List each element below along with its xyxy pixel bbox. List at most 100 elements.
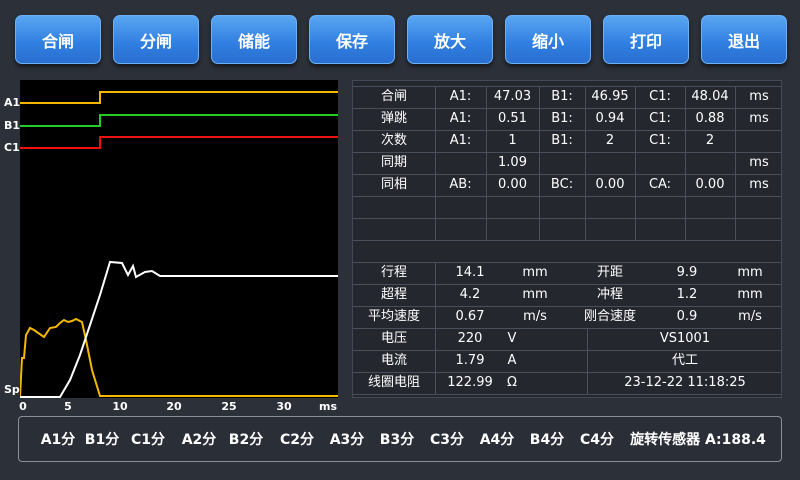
table-cell bbox=[635, 152, 685, 174]
electrical-cell: 23-12-22 11:18:25 bbox=[624, 375, 746, 390]
row-divider bbox=[353, 218, 781, 219]
table-cell: 1.09 bbox=[498, 155, 527, 170]
x-tick-label: 5 bbox=[64, 400, 72, 413]
x-tick-label: 25 bbox=[221, 400, 237, 413]
row-divider bbox=[353, 86, 781, 87]
charge-button[interactable]: 储能 bbox=[211, 15, 297, 64]
channel-c1-open[interactable]: C1分 bbox=[130, 432, 166, 448]
row-divider bbox=[353, 108, 781, 109]
channel-c2-open[interactable]: C2分 bbox=[279, 432, 315, 448]
label-sp: Sp bbox=[4, 383, 20, 396]
param-cell: m/s bbox=[738, 309, 762, 324]
rotary-sensor-readout: 旋转传感器 A:188.4 bbox=[630, 432, 766, 448]
x-tick-label: 0 bbox=[19, 400, 27, 413]
col-divider bbox=[735, 86, 736, 240]
open-button[interactable]: 分闸 bbox=[113, 15, 199, 64]
param-cell: 超程 bbox=[380, 287, 407, 302]
row-divider bbox=[353, 328, 781, 329]
channel-a4-open[interactable]: A4分 bbox=[479, 432, 515, 448]
table-cell bbox=[735, 130, 783, 152]
exit-button[interactable]: 退出 bbox=[701, 15, 787, 64]
param-cell: mm bbox=[737, 265, 763, 280]
channel-b2-open[interactable]: B2分 bbox=[228, 432, 264, 448]
table-cell: 47.03 bbox=[493, 89, 532, 104]
print-button[interactable]: 打印 bbox=[603, 15, 689, 64]
row-divider bbox=[353, 196, 781, 197]
x-tick-label: ms bbox=[318, 400, 338, 413]
col-divider bbox=[435, 262, 436, 394]
waveform-svg bbox=[19, 91, 338, 398]
electrical-cell: 1.79 bbox=[455, 353, 485, 368]
row-divider bbox=[353, 240, 781, 241]
channel-a3-open[interactable]: A3分 bbox=[329, 432, 365, 448]
param-cell: 1.2 bbox=[676, 287, 698, 302]
channel-c3-open[interactable]: C3分 bbox=[429, 432, 465, 448]
table-cell: A1: bbox=[449, 133, 472, 148]
channel-a2-open[interactable]: A2分 bbox=[181, 432, 217, 448]
table-cell: B1: bbox=[551, 133, 573, 148]
trace-b1 bbox=[20, 114, 338, 127]
param-cell: m/s bbox=[523, 309, 547, 324]
channel-b1-open[interactable]: B1分 bbox=[84, 432, 120, 448]
channel-bar: A1分 B1分 C1分 A2分 B2分 C2分 A3分 B3分 C3分 A4分 B4分 C4分 旋转传感… bbox=[18, 416, 782, 462]
zoom-out-button[interactable]: 缩小 bbox=[505, 15, 591, 64]
row-divider bbox=[353, 372, 781, 373]
col-divider bbox=[587, 328, 588, 394]
col-divider bbox=[539, 86, 540, 240]
param-cell: 0.67 bbox=[455, 309, 485, 324]
electrical-cell: 220 bbox=[457, 331, 483, 346]
table-cell: 0.94 bbox=[595, 111, 625, 126]
table-cell: BC: bbox=[550, 177, 574, 192]
table-cell: ms bbox=[749, 89, 769, 104]
param-cell: 0.9 bbox=[676, 309, 698, 324]
x-tick-label: 10 bbox=[112, 400, 128, 413]
col-divider bbox=[435, 86, 436, 240]
table-cell: C1: bbox=[649, 111, 671, 126]
table-cell: AB: bbox=[449, 177, 472, 192]
param-cell: mm bbox=[522, 265, 548, 280]
table-cell: 合闸 bbox=[380, 89, 407, 104]
param-cell: mm bbox=[522, 287, 548, 302]
param-cell: 平均速度 bbox=[367, 309, 420, 324]
close-button[interactable]: 合闸 bbox=[15, 15, 101, 64]
label-b1: B1 bbox=[4, 119, 21, 132]
waveform-plot bbox=[19, 80, 338, 398]
row-divider bbox=[353, 306, 781, 307]
channel-b3-open[interactable]: B3分 bbox=[379, 432, 415, 448]
row-divider bbox=[353, 350, 781, 351]
table-cell: 同相 bbox=[380, 177, 407, 192]
channel-b4-open[interactable]: B4分 bbox=[529, 432, 565, 448]
electrical-cell: 122.99 bbox=[447, 375, 493, 390]
table-cell: A1: bbox=[449, 89, 472, 104]
save-button[interactable]: 保存 bbox=[309, 15, 395, 64]
table-cell bbox=[585, 152, 635, 174]
row-divider bbox=[353, 152, 781, 153]
channel-c4-open[interactable]: C4分 bbox=[579, 432, 615, 448]
table-cell: ms bbox=[749, 155, 769, 170]
table-cell: 次数 bbox=[380, 133, 407, 148]
col-divider bbox=[685, 86, 686, 240]
table-cell: 2 bbox=[605, 133, 615, 148]
table-cell: ms bbox=[749, 177, 769, 192]
param-cell: 行程 bbox=[380, 265, 407, 280]
trace-a1 bbox=[20, 91, 338, 104]
electrical-cell: 代工 bbox=[671, 353, 698, 368]
table-cell bbox=[435, 152, 486, 174]
table-cell: B1: bbox=[551, 111, 573, 126]
table-cell: ms bbox=[749, 111, 769, 126]
col-divider bbox=[585, 86, 586, 240]
electrical-cell: A bbox=[507, 353, 517, 368]
row-divider bbox=[353, 130, 781, 131]
trace-travel bbox=[20, 260, 338, 398]
label-c1: C1 bbox=[4, 141, 20, 154]
table-cell: 46.95 bbox=[591, 89, 629, 104]
electrical-cell: VS1001 bbox=[659, 331, 711, 346]
table-cell: C1: bbox=[649, 133, 671, 148]
col-divider bbox=[635, 86, 636, 240]
table-cell: 0.88 bbox=[695, 111, 725, 126]
table-cell: 2 bbox=[705, 133, 715, 148]
param-cell: 4.2 bbox=[459, 287, 481, 302]
channel-a1-open[interactable]: A1分 bbox=[40, 432, 76, 448]
zoom-in-button[interactable]: 放大 bbox=[407, 15, 493, 64]
table-cell: 0.00 bbox=[695, 177, 725, 192]
